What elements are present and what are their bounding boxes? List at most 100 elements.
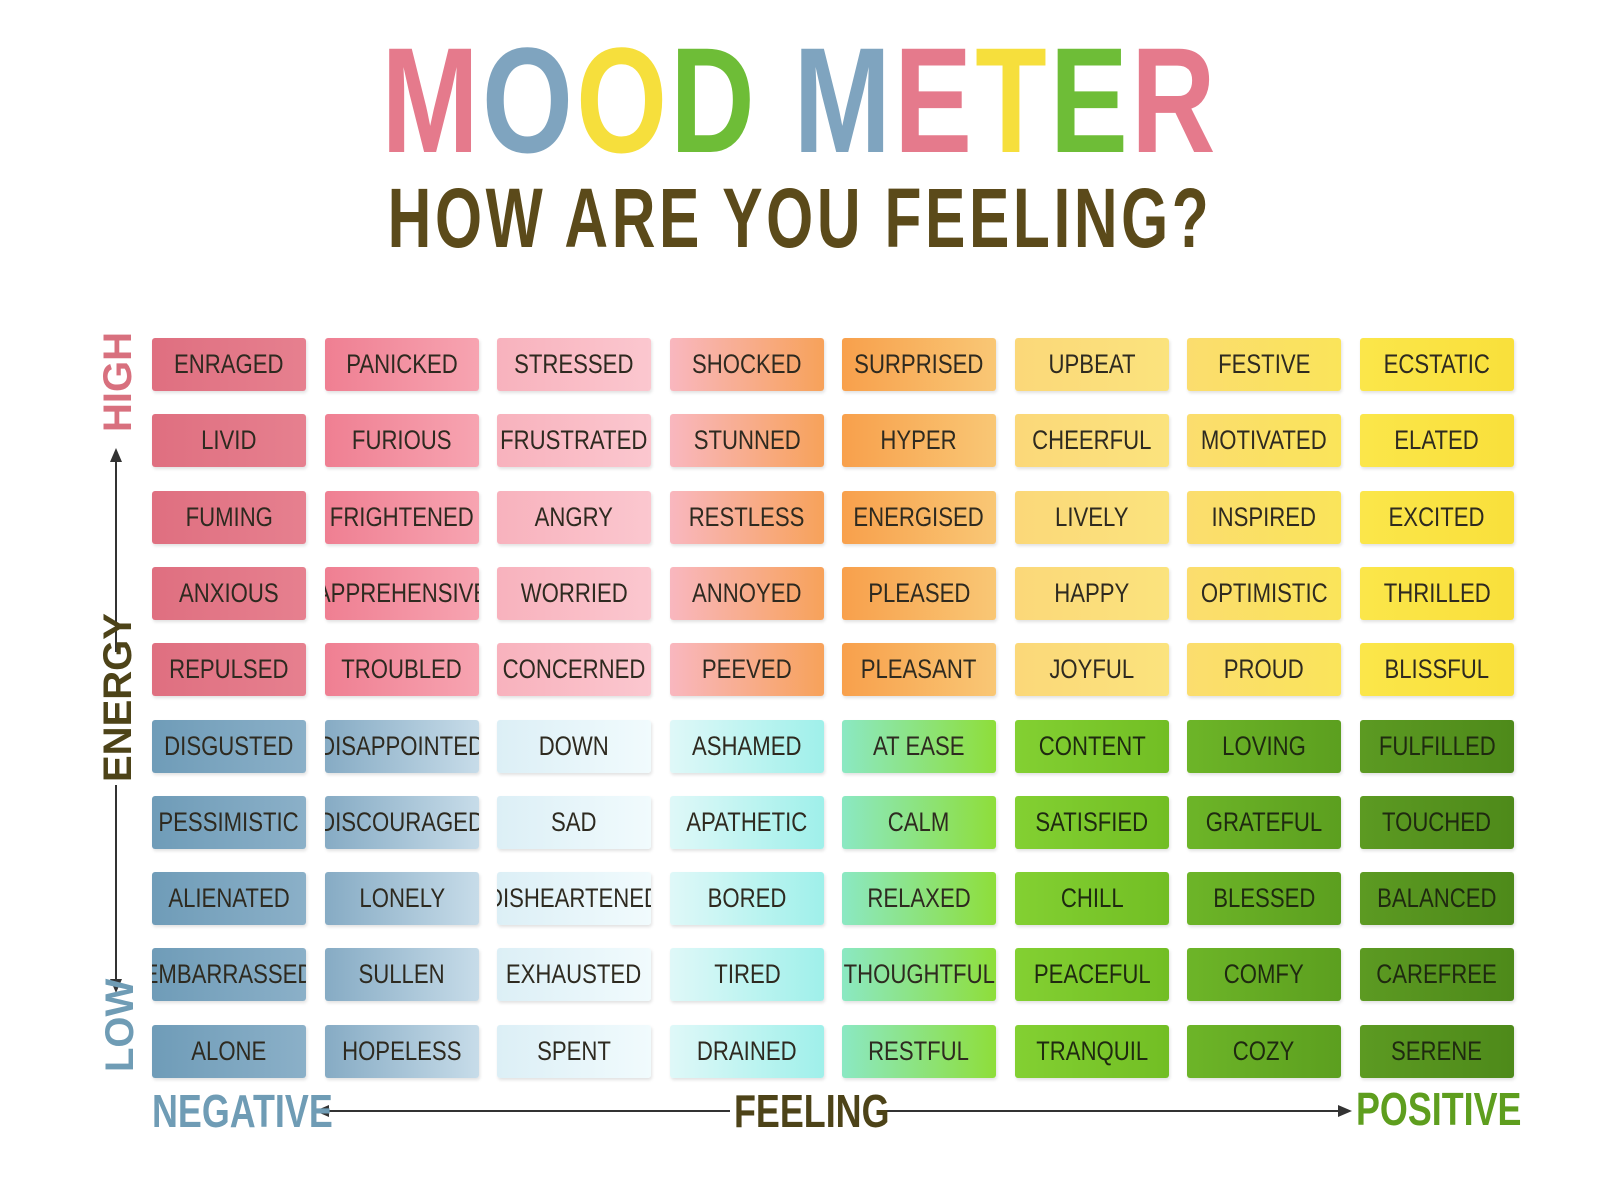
- mood-cell-optimistic: OPTIMISTIC: [1187, 567, 1341, 620]
- mood-cell-disheartened: DISHEARTENED: [497, 872, 651, 925]
- mood-cell-label: PLEASANT: [861, 654, 977, 684]
- mood-cell-joyful: JOYFUL: [1015, 643, 1169, 696]
- mood-cell-down: DOWN: [497, 720, 651, 773]
- mood-cell-motivated: MOTIVATED: [1187, 414, 1341, 467]
- mood-cell-label: BLISSFUL: [1384, 654, 1490, 684]
- mood-cell-loving: LOVING: [1187, 720, 1341, 773]
- mood-cell-ecstatic: ECSTATIC: [1360, 338, 1514, 391]
- mood-cell-excited: EXCITED: [1360, 491, 1514, 544]
- energy-arrow-up-icon: [110, 448, 122, 462]
- mood-cell-lively: LIVELY: [1015, 491, 1169, 544]
- mood-cell-peeved: PEEVED: [670, 643, 824, 696]
- mood-cell-label: ASHAMED: [692, 731, 802, 761]
- mood-cell-exhausted: EXHAUSTED: [497, 948, 651, 1001]
- mood-cell-frightened: FRIGHTENED: [325, 491, 479, 544]
- mood-cell-label: REPULSED: [169, 654, 289, 684]
- axis-label-negative: NEGATIVE: [152, 1085, 333, 1137]
- mood-cell-label: HYPER: [880, 425, 958, 455]
- mood-cell-bored: BORED: [670, 872, 824, 925]
- mood-cell-upbeat: UPBEAT: [1015, 338, 1169, 391]
- mood-cell-label: HAPPY: [1054, 578, 1130, 608]
- mood-cell-label: EXHAUSTED: [506, 959, 642, 989]
- mood-cell-touched: TOUCHED: [1360, 796, 1514, 849]
- mood-cell-label: FULFILLED: [1378, 731, 1496, 761]
- mood-cell-label: ALIENATED: [168, 883, 290, 913]
- mood-cell-blessed: BLESSED: [1187, 872, 1341, 925]
- mood-cell-concerned: CONCERNED: [497, 643, 651, 696]
- mood-cell-label: TROUBLED: [341, 654, 463, 684]
- mood-cell-anxious: ANXIOUS: [152, 567, 306, 620]
- mood-cell-label: EXCITED: [1389, 502, 1485, 532]
- mood-cell-apathetic: APATHETIC: [670, 796, 824, 849]
- mood-cell-label: TOUCHED: [1382, 807, 1492, 837]
- mood-cell-disgusted: DISGUSTED: [152, 720, 306, 773]
- mood-cell-label: BLESSED: [1212, 883, 1316, 913]
- mood-cell-annoyed: ANNOYED: [670, 567, 824, 620]
- mood-cell-label: CONCERNED: [502, 654, 646, 684]
- mood-cell-alone: ALONE: [152, 1025, 306, 1078]
- mood-cell-label: TRANQUIL: [1036, 1036, 1148, 1066]
- feeling-arrow-right-icon: [1338, 1105, 1352, 1117]
- mood-cell-label: COZY: [1233, 1036, 1295, 1066]
- mood-cell-inspired: INSPIRED: [1187, 491, 1341, 544]
- mood-cell-label: FRIGHTENED: [330, 502, 474, 532]
- title-letter: O: [576, 16, 671, 184]
- mood-cell-label: HOPELESS: [342, 1036, 462, 1066]
- mood-cell-frustrated: FRUSTRATED: [497, 414, 651, 467]
- mood-cell-label: APPREHENSIVE: [325, 578, 479, 608]
- mood-cell-label: ANGRY: [534, 502, 614, 532]
- mood-cell-label: RELAXED: [867, 883, 971, 913]
- feeling-arrow-left-icon: [315, 1105, 329, 1117]
- mood-cell-blissful: BLISSFUL: [1360, 643, 1514, 696]
- mood-cell-label: DISHEARTENED: [497, 883, 651, 913]
- mood-cell-label: ANNOYED: [692, 578, 802, 608]
- mood-cell-sullen: SULLEN: [325, 948, 479, 1001]
- mood-cell-repulsed: REPULSED: [152, 643, 306, 696]
- mood-cell-lonely: LONELY: [325, 872, 479, 925]
- mood-cell-disappointed: DISAPPOINTED: [325, 720, 479, 773]
- mood-cell-label: ANXIOUS: [179, 578, 279, 608]
- mood-cell-hyper: HYPER: [842, 414, 996, 467]
- mood-cell-shocked: SHOCKED: [670, 338, 824, 391]
- title-letter: R: [1131, 16, 1219, 184]
- mood-cell-label: SHOCKED: [692, 349, 802, 379]
- mood-cell-label: TIRED: [713, 959, 781, 989]
- mood-cell-restless: RESTLESS: [670, 491, 824, 544]
- mood-cell-carefree: CAREFREE: [1360, 948, 1514, 1001]
- title-letter: D: [670, 16, 758, 184]
- mood-cell-label: COMFY: [1224, 959, 1304, 989]
- title-letter: M: [381, 16, 482, 184]
- mood-cell-peaceful: PEACEFUL: [1015, 948, 1169, 1001]
- mood-cell-label: CAREFREE: [1376, 959, 1498, 989]
- mood-cell-label: LIVID: [201, 425, 257, 455]
- axis-label-positive: POSITIVE: [1356, 1083, 1522, 1135]
- mood-cell-tranquil: TRANQUIL: [1015, 1025, 1169, 1078]
- mood-cell-label: THRILLED: [1383, 578, 1491, 608]
- mood-cell-surprised: SURPRISED: [842, 338, 996, 391]
- mood-cell-label: CHILL: [1060, 883, 1124, 913]
- mood-cell-label: OPTIMISTIC: [1200, 578, 1328, 608]
- mood-cell-thoughtful: THOUGHTFUL: [842, 948, 996, 1001]
- mood-cell-label: CHEERFUL: [1032, 425, 1152, 455]
- mood-cell-discouraged: DISCOURAGED: [325, 796, 479, 849]
- mood-cell-label: EMBARRASSED: [152, 959, 306, 989]
- mood-cell-label: PEEVED: [702, 654, 792, 684]
- mood-cell-label: FRUSTRATED: [500, 425, 648, 455]
- mood-cell-sad: SAD: [497, 796, 651, 849]
- title-letter: O: [481, 16, 577, 184]
- mood-cell-label: SAD: [551, 807, 597, 837]
- mood-cell-stunned: STUNNED: [670, 414, 824, 467]
- mood-cell-serene: SERENE: [1360, 1025, 1514, 1078]
- mood-cell-drained: DRAINED: [670, 1025, 824, 1078]
- mood-cell-label: RESTLESS: [689, 502, 805, 532]
- mood-cell-label: PANICKED: [346, 349, 458, 379]
- mood-cell-embarrassed: EMBARRASSED: [152, 948, 306, 1001]
- page-title: MOOD METER: [176, 25, 1424, 175]
- mood-cell-label: DISCOURAGED: [325, 807, 479, 837]
- mood-cell-label: WORRIED: [520, 578, 628, 608]
- mood-cell-energised: ENERGISED: [842, 491, 996, 544]
- mood-cell-furious: FURIOUS: [325, 414, 479, 467]
- mood-cell-label: DISGUSTED: [164, 731, 294, 761]
- mood-cell-label: INSPIRED: [1211, 502, 1317, 532]
